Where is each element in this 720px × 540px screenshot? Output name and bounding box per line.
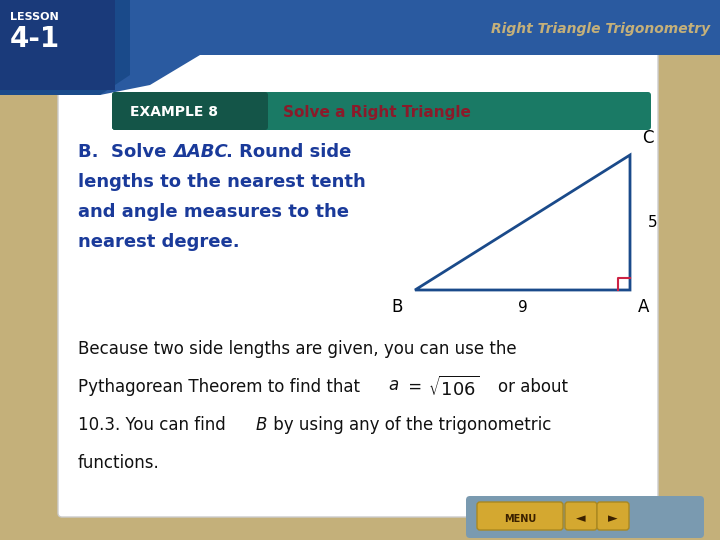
Text: nearest degree.: nearest degree. [78, 233, 240, 251]
Text: =: = [403, 378, 428, 396]
Text: MENU: MENU [504, 514, 536, 524]
Text: Pythagorean Theorem to find that: Pythagorean Theorem to find that [78, 378, 365, 396]
Text: $a$: $a$ [388, 376, 399, 394]
Text: functions.: functions. [78, 454, 160, 472]
Text: ΔABC: ΔABC [173, 143, 228, 161]
Text: ►: ► [608, 512, 618, 525]
Text: 10.3. You can find: 10.3. You can find [78, 416, 231, 434]
Text: EXAMPLE 8: EXAMPLE 8 [130, 105, 218, 119]
Text: B: B [391, 298, 402, 316]
Text: B: B [256, 416, 267, 434]
FancyBboxPatch shape [112, 92, 268, 130]
Text: ◄: ◄ [576, 512, 586, 525]
Text: 9: 9 [518, 300, 527, 315]
Text: 5: 5 [648, 215, 657, 230]
Text: Solve a Right Triangle: Solve a Right Triangle [283, 105, 471, 119]
Text: by using any of the trigonometric: by using any of the trigonometric [268, 416, 552, 434]
Text: lengths to the nearest tenth: lengths to the nearest tenth [78, 173, 366, 191]
Text: C: C [642, 129, 654, 147]
FancyBboxPatch shape [597, 502, 629, 530]
FancyBboxPatch shape [58, 51, 658, 517]
FancyBboxPatch shape [112, 92, 651, 130]
Text: Because two side lengths are given, you can use the: Because two side lengths are given, you … [78, 340, 517, 358]
FancyBboxPatch shape [466, 496, 704, 538]
Text: A: A [639, 298, 649, 316]
Text: B.  Solve: B. Solve [78, 143, 173, 161]
Text: and angle measures to the: and angle measures to the [78, 203, 349, 221]
FancyBboxPatch shape [565, 502, 597, 530]
Text: Right Triangle Trigonometry: Right Triangle Trigonometry [491, 22, 710, 36]
Text: . Round side: . Round side [226, 143, 351, 161]
Text: $\sqrt{106}$: $\sqrt{106}$ [428, 376, 480, 400]
Polygon shape [0, 0, 115, 90]
FancyBboxPatch shape [477, 502, 563, 530]
Text: or about: or about [498, 378, 568, 396]
Polygon shape [0, 0, 130, 95]
Text: 4-1: 4-1 [10, 25, 60, 53]
Text: LESSON: LESSON [10, 12, 59, 22]
Polygon shape [0, 0, 720, 95]
